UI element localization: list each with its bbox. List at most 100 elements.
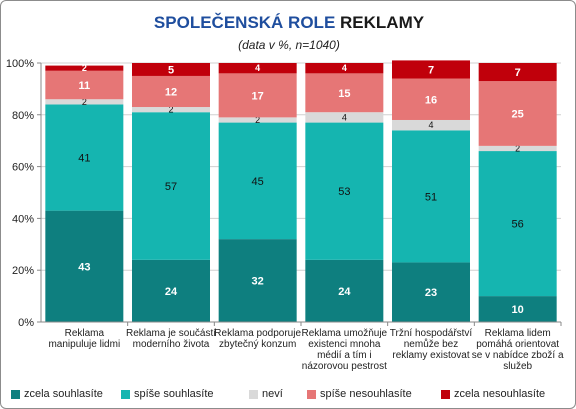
legend-label: spíše souhlasíte bbox=[134, 388, 214, 400]
x-tick-label-line: názorovou pestrost bbox=[302, 361, 387, 372]
bar-segment bbox=[392, 119, 470, 131]
x-tick-label-line: Reklama bbox=[65, 328, 105, 339]
data-label: 25 bbox=[512, 109, 524, 121]
x-tick-label-line: Reklama je součástí bbox=[126, 328, 216, 339]
y-tick-label: 80% bbox=[12, 110, 34, 122]
legend-item: spíše nesouhlasíte bbox=[307, 388, 412, 400]
x-tick-label-line: Reklama podporuje bbox=[214, 328, 301, 339]
x-tick-label: Reklama podporuje zbytečný konzum bbox=[214, 328, 301, 350]
data-label: 56 bbox=[512, 219, 524, 231]
legend-swatch bbox=[441, 389, 450, 399]
x-tick-label: Reklama manipuluje lidmi bbox=[48, 328, 120, 350]
data-label: 2 bbox=[515, 143, 520, 153]
legend-swatch bbox=[307, 389, 316, 399]
bar-segment bbox=[132, 75, 210, 108]
legend-item: spíše souhlasíte bbox=[121, 388, 214, 400]
data-label: 2 bbox=[168, 105, 173, 115]
bar-segment bbox=[305, 63, 384, 74]
data-label: 43 bbox=[78, 261, 90, 273]
x-tick-label-line: moderního života bbox=[133, 339, 210, 350]
bar-segment bbox=[132, 63, 210, 76]
bar-segment bbox=[218, 63, 297, 74]
x-tick-label-line: Tržní hospodářství bbox=[390, 328, 473, 339]
data-label: 32 bbox=[252, 276, 264, 288]
data-label: 17 bbox=[252, 90, 264, 102]
legend-label: spíše nesouhlasíte bbox=[320, 388, 412, 400]
data-label: 15 bbox=[338, 88, 350, 100]
data-label: 53 bbox=[338, 186, 350, 198]
x-tick-label-line: Reklama umožňuje bbox=[302, 328, 388, 339]
bar-segment bbox=[478, 81, 557, 146]
x-tick-label-line: zbytečný konzum bbox=[219, 339, 296, 350]
y-tick-label: 40% bbox=[12, 213, 34, 225]
bar-segment bbox=[45, 104, 124, 211]
bar-segment bbox=[478, 151, 557, 297]
data-label: 24 bbox=[165, 286, 178, 298]
bar-segment bbox=[478, 63, 557, 82]
x-tick-label-line: existenci mnoha bbox=[308, 339, 381, 350]
data-label: 41 bbox=[78, 153, 90, 165]
legend-item: neví bbox=[249, 388, 283, 400]
data-label: 2 bbox=[82, 63, 87, 73]
data-label: 7 bbox=[428, 64, 434, 76]
bar-segment bbox=[392, 60, 470, 79]
data-label: 5 bbox=[168, 64, 174, 76]
x-tick-label: Reklama umožňuje existenci mnoha médií a t… bbox=[302, 328, 388, 372]
chart-subtitle: (data v %, n=1040) bbox=[238, 38, 340, 52]
data-label: 2 bbox=[255, 115, 260, 125]
data-label: 10 bbox=[512, 304, 524, 316]
bar-segment bbox=[478, 145, 557, 152]
data-label: 2 bbox=[82, 97, 87, 107]
data-label: 4 bbox=[342, 112, 347, 122]
x-tick-label: Tržní hospodářství nemůže bez reklamy exis… bbox=[390, 328, 473, 361]
x-tick-label-line: pomáhá orientovat bbox=[476, 339, 559, 350]
data-label: 7 bbox=[515, 67, 521, 79]
legend-swatch bbox=[249, 389, 258, 399]
legend-label: neví bbox=[262, 388, 283, 400]
bar-segment bbox=[218, 122, 297, 240]
y-tick-label: 20% bbox=[12, 265, 34, 277]
data-label: 12 bbox=[165, 86, 177, 98]
legend-swatch bbox=[121, 389, 130, 399]
y-tick-label: 60% bbox=[12, 162, 34, 174]
chart-legend: zcela souhlasíte spíše souhlasíte neví spíš… bbox=[11, 388, 571, 406]
bar-segment bbox=[132, 107, 210, 113]
x-tick-label: Reklama je součástí moderního života bbox=[126, 328, 216, 350]
y-tick-label: 0% bbox=[18, 317, 34, 329]
data-label: 4 bbox=[428, 120, 433, 130]
data-label: 45 bbox=[252, 176, 264, 188]
bar-segment bbox=[45, 99, 124, 105]
data-label: 4 bbox=[255, 63, 260, 73]
bar-segment bbox=[305, 73, 384, 113]
data-label: 23 bbox=[425, 287, 437, 299]
bar-segment bbox=[392, 130, 470, 263]
x-tick-label-line: služeb bbox=[503, 361, 532, 372]
x-tick-label-line: se v nabídce zboží a bbox=[472, 350, 564, 361]
chart-title-part2: REKLAMY bbox=[340, 13, 425, 32]
legend-swatch bbox=[11, 389, 20, 399]
bar-segment bbox=[305, 122, 384, 260]
bar-segment bbox=[218, 117, 297, 123]
legend-label: zcela souhlasíte bbox=[24, 388, 103, 400]
x-tick-label-line: nemůže bez bbox=[404, 338, 458, 350]
x-tick-label: Reklama lidem pomáhá orientovat se v nabíd… bbox=[472, 328, 564, 372]
data-label: 4 bbox=[342, 63, 347, 73]
legend-item: zcela nesouhlasíte bbox=[441, 388, 545, 400]
chart-title-part1: SPOLEČENSKÁ ROLE bbox=[153, 13, 336, 32]
bar-segment bbox=[45, 70, 124, 100]
legend-item: zcela souhlasíte bbox=[11, 388, 103, 400]
bar-segment bbox=[392, 262, 470, 322]
x-tick-label-line: médií a tím i bbox=[317, 350, 371, 361]
legend-label: zcela nesouhlasíte bbox=[454, 388, 546, 400]
data-label: 16 bbox=[425, 94, 437, 106]
data-label: 24 bbox=[338, 286, 351, 298]
bar-segment bbox=[45, 210, 124, 322]
bar-segment bbox=[45, 65, 124, 71]
bar-segment bbox=[132, 112, 210, 260]
y-tick-label: 100% bbox=[6, 58, 34, 70]
bar-segment bbox=[218, 239, 297, 322]
data-label: 57 bbox=[165, 181, 177, 193]
bar-segment bbox=[218, 73, 297, 118]
